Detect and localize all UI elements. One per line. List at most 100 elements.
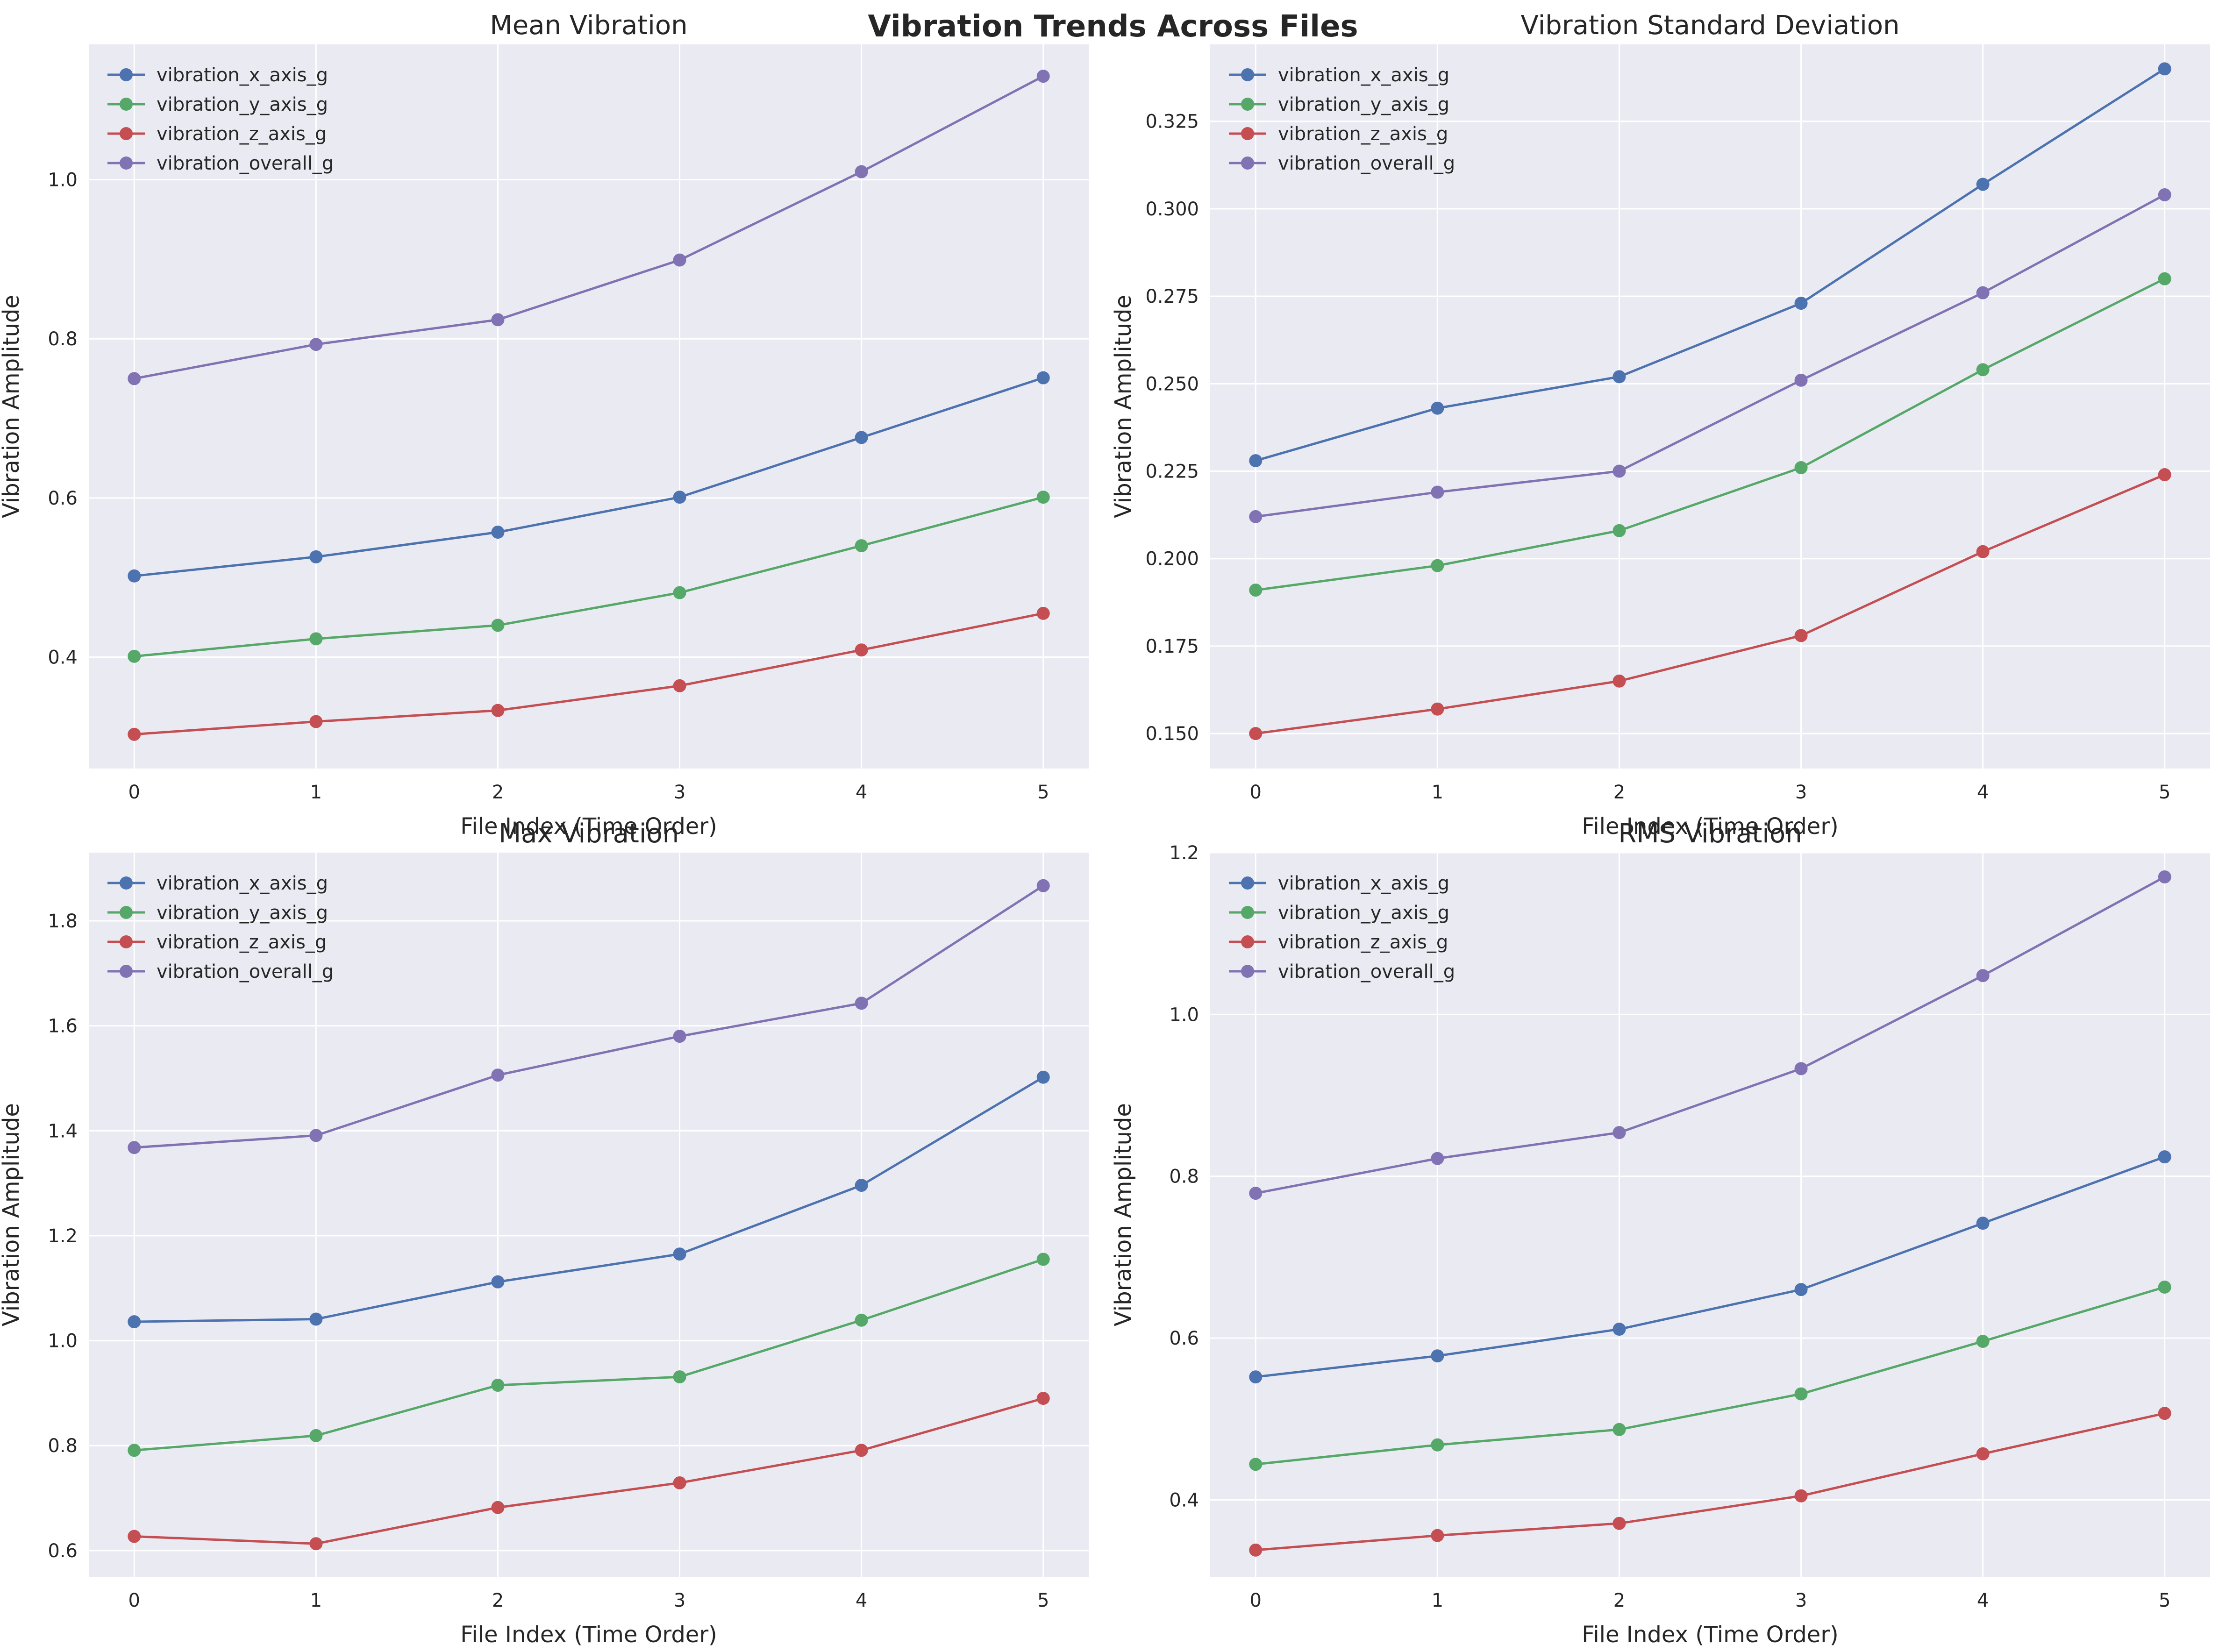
plot-area [89, 44, 1089, 769]
data-point-vibration_z_axis_g [309, 1537, 323, 1551]
series-line-vibration_y_axis_g [134, 496, 1044, 658]
x-tick-label: 2 [492, 1590, 504, 1611]
figure-title: Vibration Trends Across Files [868, 9, 1358, 44]
data-point-vibration_y_axis_g [1036, 1253, 1050, 1266]
series-line-vibration_y_axis_g [1255, 278, 2165, 591]
y-tick-label: 1.0 [1169, 1004, 1199, 1025]
x-tick-label: 5 [2159, 782, 2170, 803]
data-point-vibration_z_axis_g [1976, 545, 1990, 558]
x-tick-label: 3 [674, 782, 685, 803]
series-line-vibration_overall_g [134, 884, 1044, 1149]
legend-marker-vibration_y_axis_g [1241, 906, 1254, 919]
y-axis-label: Vibration Amplitude [0, 295, 24, 518]
data-point-vibration_x_axis_g [1249, 454, 1263, 468]
legend-label-vibration_y_axis_g: vibration_y_axis_g [1278, 902, 1449, 924]
data-point-vibration_overall_g [491, 313, 505, 327]
y-tick-label: 1.8 [48, 911, 78, 932]
data-point-vibration_overall_g [128, 1141, 141, 1154]
data-point-vibration_z_axis_g [1431, 702, 1444, 716]
data-point-vibration_overall_g [1249, 1187, 1263, 1200]
legend: vibration_x_axis_g vibration_y_axis_gvibr… [1229, 64, 1455, 174]
data-point-vibration_x_axis_g [673, 1247, 686, 1261]
data-point-vibration_y_axis_g [1976, 1335, 1990, 1348]
x-tick-label: 5 [2159, 1590, 2170, 1611]
data-point-vibration_x_axis_g [1249, 1370, 1263, 1384]
series-line-vibration_x_axis_g [1255, 1155, 2165, 1378]
y-tick-label: 0.325 [1145, 111, 1199, 133]
data-point-vibration_x_axis_g [309, 1312, 323, 1326]
data-point-vibration_x_axis_g [128, 1315, 141, 1329]
data-point-vibration_y_axis_g [673, 586, 686, 599]
x-tick-label: 1 [310, 1590, 322, 1611]
data-point-vibration_y_axis_g [1036, 491, 1050, 504]
y-tick-label: 1.2 [48, 1225, 78, 1247]
data-point-vibration_overall_g [673, 1030, 686, 1043]
x-tick-label: 5 [1037, 782, 1049, 803]
data-point-vibration_overall_g [309, 1129, 323, 1142]
x-tick-label: 4 [856, 1590, 867, 1611]
data-point-vibration_overall_g [2158, 870, 2171, 883]
data-point-vibration_overall_g [2158, 188, 2171, 201]
legend: vibration_x_axis_g vibration_y_axis_gvibr… [107, 64, 334, 174]
data-point-vibration_z_axis_g [491, 704, 505, 717]
x-axis-label: File Index (Time Order) [1582, 813, 1839, 840]
x-tick-label: 4 [1977, 782, 1989, 803]
legend: vibration_x_axis_g vibration_y_axis_gvibr… [1229, 873, 1455, 983]
x-tick-label: 0 [128, 782, 140, 803]
y-tick-label: 0.6 [48, 1540, 78, 1562]
x-tick-label: 4 [856, 782, 867, 803]
legend-marker-vibration_z_axis_g [1241, 127, 1254, 140]
data-point-vibration_z_axis_g [1976, 1447, 1990, 1460]
chart-panel-1: Mean Vibration 0 1 2 3 4 5 0.4 0.6 0.8 1.0 File Ind… [0, 10, 1089, 840]
legend-label-vibration_overall_g: vibration_overall_g [1278, 153, 1455, 174]
chart-title: RMS Vibration [1618, 819, 1802, 849]
y-tick-label: 0.175 [1145, 636, 1199, 657]
legend-marker-vibration_y_axis_g [120, 98, 133, 111]
legend-marker-vibration_x_axis_g [120, 68, 133, 81]
data-point-vibration_z_axis_g [673, 1476, 686, 1489]
legend-marker-vibration_overall_g [120, 157, 133, 170]
series-line-vibration_overall_g [1255, 193, 2165, 518]
data-point-vibration_y_axis_g [1612, 524, 1626, 537]
plot-area [1210, 853, 2210, 1577]
y-tick-label: 1.2 [1169, 842, 1199, 864]
legend-label-vibration_z_axis_g: vibration_z_axis_g [1278, 123, 1448, 145]
data-point-vibration_y_axis_g [1612, 1423, 1626, 1436]
data-point-vibration_y_axis_g [2158, 272, 2171, 285]
data-point-vibration_overall_g [1249, 510, 1263, 523]
legend-label-vibration_y_axis_g: vibration_y_axis_g [157, 94, 328, 115]
legend-label-vibration_z_axis_g: vibration_z_axis_g [157, 932, 327, 953]
data-point-vibration_y_axis_g [128, 1444, 141, 1457]
series-line-vibration_z_axis_g [134, 612, 1044, 736]
data-point-vibration_z_axis_g [491, 1501, 505, 1514]
x-tick-label: 2 [492, 782, 504, 803]
y-axis-label: Vibration Amplitude [1110, 295, 1136, 518]
legend-label-vibration_x_axis_g: vibration_x_axis_g [157, 873, 328, 894]
y-tick-label: 1.6 [48, 1016, 78, 1037]
data-point-vibration_overall_g [1612, 1126, 1626, 1139]
x-tick-label: 5 [1037, 1590, 1049, 1611]
data-point-vibration_y_axis_g [673, 1370, 686, 1384]
data-point-vibration_z_axis_g [1431, 1529, 1444, 1542]
data-point-vibration_overall_g [491, 1068, 505, 1082]
data-point-vibration_x_axis_g [1976, 1217, 1990, 1230]
series-line-vibration_z_axis_g [1255, 473, 2165, 735]
data-point-vibration_z_axis_g [855, 1444, 868, 1457]
data-point-vibration_y_axis_g [855, 539, 868, 553]
x-tick-label: 3 [1795, 1590, 1807, 1611]
legend-marker-vibration_z_axis_g [120, 127, 133, 140]
series-line-vibration_x_axis_g [134, 377, 1044, 577]
y-axis-label: Vibration Amplitude [0, 1103, 24, 1326]
data-point-vibration_x_axis_g [855, 431, 868, 444]
data-point-vibration_x_axis_g [309, 550, 323, 563]
chart-title: Mean Vibration [490, 10, 687, 41]
series-line-vibration_overall_g [134, 75, 1044, 380]
plot-area [89, 853, 1089, 1577]
chart-panel-2: Vibration Standard Deviation 0 1 2 3 4 5 0.150 0… [1110, 10, 2210, 840]
chart-panel-4: RMS Vibration 0 1 2 3 4 5 0.4 0.6 0.8 1.0 1.2 File I… [1110, 819, 2210, 1648]
data-point-vibration_z_axis_g [1612, 674, 1626, 688]
data-point-vibration_overall_g [128, 372, 141, 385]
legend-label-vibration_z_axis_g: vibration_z_axis_g [1278, 932, 1448, 953]
data-point-vibration_y_axis_g [309, 1429, 323, 1442]
legend-label-vibration_y_axis_g: vibration_y_axis_g [1278, 94, 1449, 115]
